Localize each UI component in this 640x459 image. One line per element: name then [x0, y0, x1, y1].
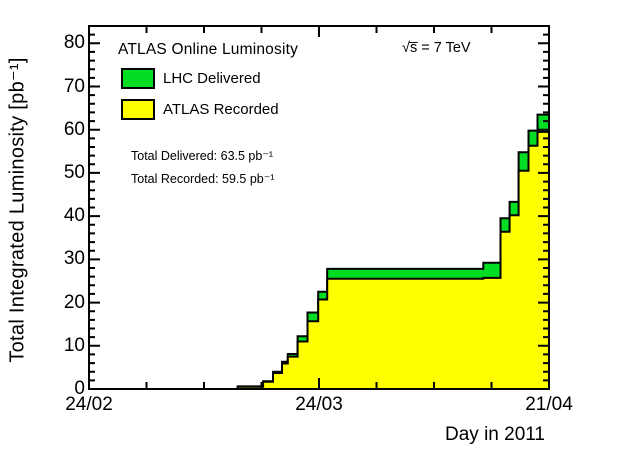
x-tick-label: 24/03 [295, 394, 343, 415]
x-tick-label: 21/04 [525, 394, 573, 415]
y-tick-label: 60 [63, 118, 85, 140]
y-tick-label: 70 [63, 75, 85, 97]
y-tick-label: 40 [63, 205, 85, 227]
axis-ticks [88, 25, 550, 390]
y-tick-label: 20 [63, 291, 85, 313]
chart-title: ATLAS Online Luminosity [118, 41, 299, 58]
y-tick-label: 30 [63, 248, 85, 270]
plot-frame [88, 25, 550, 390]
total-recorded-text: Total Recorded: 59.5 pb⁻¹ [131, 172, 275, 186]
y-tick-label: 80 [63, 32, 85, 54]
y-tick-label: 50 [63, 161, 85, 183]
legend-label-delivered: LHC Delivered [163, 70, 261, 87]
x-axis-title: Day in 2011 [445, 424, 545, 445]
recorded-area-series [89, 130, 550, 390]
y-axis-title: Total Integrated Luminosity [pb⁻¹] [6, 57, 29, 363]
legend-swatch-delivered [121, 68, 155, 89]
legend-label-recorded: ATLAS Recorded [163, 101, 279, 118]
total-delivered-text: Total Delivered: 63.5 pb⁻¹ [131, 149, 274, 163]
y-tick-label: 0 [74, 378, 85, 399]
x-tick-label: 24/02 [65, 394, 113, 415]
energy-label: √s̅ = 7 TeV [402, 40, 471, 56]
y-tick-label: 10 [63, 334, 85, 356]
legend-swatch-recorded [121, 99, 155, 120]
